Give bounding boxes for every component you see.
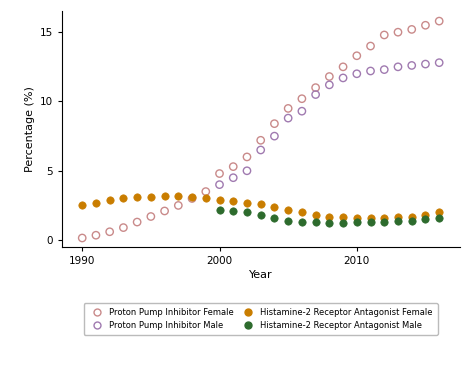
Point xyxy=(326,214,333,220)
Point xyxy=(353,53,361,59)
Point xyxy=(92,232,100,238)
Point xyxy=(394,214,402,220)
Point xyxy=(422,212,429,218)
Point xyxy=(436,60,443,66)
Point xyxy=(257,137,264,143)
Point xyxy=(298,96,306,102)
Point xyxy=(394,64,402,70)
Point xyxy=(202,195,210,201)
Point xyxy=(436,209,443,215)
Point xyxy=(243,209,251,215)
Point xyxy=(339,214,347,220)
Point xyxy=(381,32,388,38)
Point xyxy=(106,197,113,203)
Point xyxy=(229,163,237,169)
Point xyxy=(408,214,416,220)
Point xyxy=(312,219,319,225)
Point xyxy=(271,204,278,210)
Point xyxy=(284,115,292,121)
Point xyxy=(243,200,251,206)
Point xyxy=(188,194,196,200)
Point xyxy=(133,194,141,200)
Point xyxy=(312,85,319,91)
Point xyxy=(394,218,402,225)
X-axis label: Year: Year xyxy=(249,270,273,280)
Point xyxy=(353,219,361,225)
Point xyxy=(326,220,333,226)
Point xyxy=(174,203,182,209)
Point xyxy=(161,193,168,200)
Point xyxy=(147,194,155,200)
Point xyxy=(339,220,347,226)
Point xyxy=(312,212,319,218)
Point xyxy=(381,66,388,73)
Y-axis label: Percentage (%): Percentage (%) xyxy=(25,86,35,172)
Point xyxy=(78,203,86,209)
Point xyxy=(367,219,374,225)
Point xyxy=(353,71,361,77)
Point xyxy=(408,26,416,32)
Point xyxy=(106,229,113,235)
Point xyxy=(367,68,374,74)
Point xyxy=(257,212,264,218)
Point xyxy=(271,215,278,221)
Point xyxy=(422,61,429,67)
Point xyxy=(408,62,416,68)
Point xyxy=(174,193,182,200)
Point xyxy=(216,197,223,203)
Point xyxy=(202,188,210,195)
Point xyxy=(298,108,306,114)
Point xyxy=(326,82,333,88)
Point xyxy=(284,207,292,213)
Point xyxy=(394,29,402,35)
Point xyxy=(216,171,223,177)
Point xyxy=(284,105,292,111)
Point xyxy=(381,215,388,221)
Point xyxy=(284,218,292,224)
Point xyxy=(271,133,278,139)
Point xyxy=(436,18,443,24)
Point xyxy=(353,215,361,221)
Point xyxy=(257,201,264,207)
Point xyxy=(119,195,127,201)
Point xyxy=(229,175,237,181)
Point xyxy=(133,219,141,225)
Point xyxy=(243,154,251,160)
Point xyxy=(381,219,388,225)
Point xyxy=(243,168,251,174)
Point xyxy=(119,225,127,231)
Point xyxy=(367,43,374,49)
Point xyxy=(229,198,237,204)
Point xyxy=(408,218,416,224)
Point xyxy=(257,147,264,153)
Legend: Proton Pump Inhibitor Female, Proton Pump Inhibitor Male, Histamine-2 Receptor A: Proton Pump Inhibitor Female, Proton Pum… xyxy=(84,303,438,335)
Point xyxy=(298,209,306,215)
Point xyxy=(339,75,347,81)
Point xyxy=(339,64,347,70)
Point xyxy=(216,207,223,213)
Point xyxy=(188,195,196,201)
Point xyxy=(422,22,429,28)
Point xyxy=(436,215,443,221)
Point xyxy=(271,120,278,127)
Point xyxy=(312,92,319,98)
Point xyxy=(422,216,429,222)
Point xyxy=(92,200,100,206)
Point xyxy=(147,214,155,220)
Point xyxy=(326,73,333,79)
Point xyxy=(216,182,223,188)
Point xyxy=(298,219,306,225)
Point xyxy=(78,235,86,241)
Point xyxy=(161,208,168,214)
Point xyxy=(367,215,374,221)
Point xyxy=(229,208,237,214)
